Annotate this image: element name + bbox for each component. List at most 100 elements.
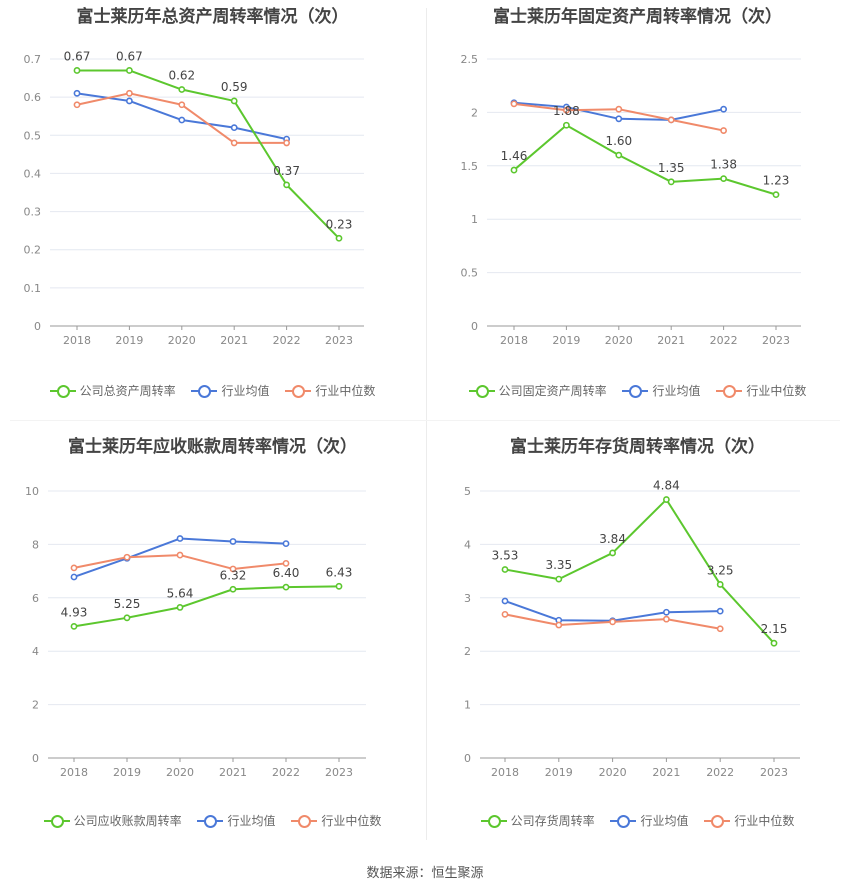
y-tick-label: 0.5 — [24, 129, 42, 142]
legend-marker-median — [291, 814, 318, 828]
receivables-turnover-chart: 富士莱历年应收账款周转率情况（次） 0 2 4 6 8 10 2018 2019 2020 202… — [0, 430, 425, 860]
data-point-company — [73, 67, 81, 74]
horizontal-divider — [10, 420, 840, 421]
data-point-median — [609, 618, 616, 626]
legend-marker-company — [43, 814, 70, 828]
data-label: 1.35 — [658, 161, 685, 175]
x-tick-label: 2020 — [599, 766, 627, 779]
data-point-company — [720, 175, 727, 183]
data-point-company — [667, 178, 675, 186]
data-label: 0.59 — [221, 80, 248, 94]
data-label: 6.40 — [273, 566, 300, 580]
x-tick-label: 2021 — [652, 766, 680, 779]
legend-item-median[interactable]: 行业中位数 — [285, 382, 375, 399]
legend-item-median[interactable]: 行业中位数 — [716, 382, 806, 399]
data-point-mean — [178, 116, 186, 124]
x-tick-label: 2022 — [706, 766, 734, 779]
data-label: 6.32 — [220, 568, 247, 582]
data-point-median — [282, 559, 290, 567]
legend-item-mean[interactable]: 行业均值 — [197, 812, 276, 829]
data-label: 3.53 — [492, 548, 519, 562]
chart-legend: 公司总资产周转率 行业均值 行业中位数 — [0, 382, 425, 400]
x-tick-label: 2023 — [762, 334, 790, 347]
legend-item-median[interactable]: 行业中位数 — [704, 812, 794, 829]
data-point-company — [335, 582, 343, 590]
inventory-turnover-chart: 富士莱历年存货周转率情况（次） 0 1 2 3 4 5 2018 2019 2020 2021 20… — [425, 430, 850, 860]
legend-marker-mean — [197, 814, 224, 828]
y-tick-label: 0.3 — [24, 206, 42, 219]
legend-marker-company — [468, 384, 495, 398]
data-point-mean — [176, 535, 184, 542]
legend-item-company[interactable]: 公司总资产周转率 — [49, 382, 176, 399]
x-tick-label: 2022 — [710, 334, 738, 347]
data-point-median — [720, 127, 727, 134]
legend-item-company[interactable]: 公司存货周转率 — [480, 812, 595, 829]
legend-label-mean: 行业均值 — [227, 814, 276, 828]
data-point-mean — [230, 124, 238, 132]
legend-item-mean[interactable]: 行业均值 — [191, 382, 270, 399]
x-tick-label: 2020 — [168, 334, 196, 347]
y-tick-label: 0.7 — [24, 53, 42, 66]
chart-title: 富士莱历年总资产周转率情况（次） — [76, 7, 349, 27]
legend-label-median: 行业中位数 — [746, 384, 807, 398]
data-point-company — [716, 581, 724, 588]
y-tick-label: 0.5 — [461, 267, 479, 280]
legend-item-mean[interactable]: 行业均值 — [610, 812, 689, 829]
data-label: 4.93 — [61, 605, 88, 619]
legend-marker-median — [285, 384, 312, 398]
legend-label-company: 公司总资产周转率 — [79, 384, 176, 398]
legend-item-median[interactable]: 行业中位数 — [291, 812, 381, 829]
data-point-median — [125, 89, 133, 97]
legend-item-company[interactable]: 公司固定资产周转率 — [468, 382, 607, 399]
x-tick-label: 2019 — [115, 334, 143, 347]
y-tick-label: 6 — [32, 592, 39, 605]
y-tick-label: 1 — [471, 213, 478, 226]
data-label: 2.15 — [761, 622, 788, 636]
x-tick-label: 2022 — [272, 766, 300, 779]
series-line-mean — [76, 92, 287, 141]
y-tick-label: 0 — [32, 752, 39, 765]
data-label: 0.67 — [116, 49, 143, 63]
chart-plot: 0 1 2 3 4 5 2018 2019 2020 2021 2022 2023 3.53 3.35 3.… — [464, 479, 800, 779]
data-point-mean — [282, 540, 290, 547]
chart-plot: 0 0.5 1 1.5 2 2.5 2018 2019 2020 2021 2022 2023 1.46… — [461, 53, 801, 347]
data-point-median — [73, 101, 81, 109]
x-tick-label: 2022 — [273, 334, 301, 347]
legend-marker-company — [480, 814, 507, 828]
x-tick-label: 2021 — [657, 334, 685, 347]
chart-legend: 公司应收账款周转率 行业均值 行业中位数 — [0, 812, 425, 830]
legend-label-median: 行业中位数 — [734, 814, 795, 828]
legend-marker-mean — [610, 814, 637, 828]
legend-marker-median — [716, 384, 743, 398]
data-label: 5.64 — [167, 586, 194, 600]
y-tick-label: 1.5 — [461, 160, 479, 173]
legend-label-company: 公司存货周转率 — [510, 814, 595, 828]
y-tick-label: 0 — [471, 320, 478, 333]
y-tick-label: 4 — [32, 645, 39, 658]
chart-legend: 公司存货周转率 行业均值 行业中位数 — [425, 812, 850, 830]
data-point-company — [555, 575, 563, 583]
y-tick-label: 8 — [32, 538, 39, 551]
data-point-median — [615, 105, 623, 113]
data-point-median — [510, 100, 518, 108]
x-tick-label: 2018 — [500, 334, 528, 347]
vertical-divider — [426, 8, 427, 840]
data-point-median — [229, 565, 237, 573]
data-point-median — [662, 615, 670, 623]
data-point-mean — [716, 607, 724, 615]
y-tick-label: 0 — [464, 752, 471, 765]
data-point-company — [283, 181, 290, 189]
y-tick-label: 0.2 — [24, 244, 42, 257]
y-tick-label: 2 — [32, 699, 39, 712]
legend-item-company[interactable]: 公司应收账款周转率 — [43, 812, 182, 829]
legend-marker-mean — [191, 384, 218, 398]
legend-item-mean[interactable]: 行业均值 — [622, 382, 701, 399]
series-line-company — [513, 124, 777, 196]
data-point-mean — [229, 538, 237, 545]
data-point-median — [501, 610, 509, 618]
data-label: 3.25 — [707, 563, 734, 577]
legend-label-median: 行业中位数 — [315, 384, 376, 398]
x-tick-label: 2019 — [113, 766, 141, 779]
legend-marker-mean — [622, 384, 649, 398]
y-tick-label: 2 — [471, 106, 478, 119]
